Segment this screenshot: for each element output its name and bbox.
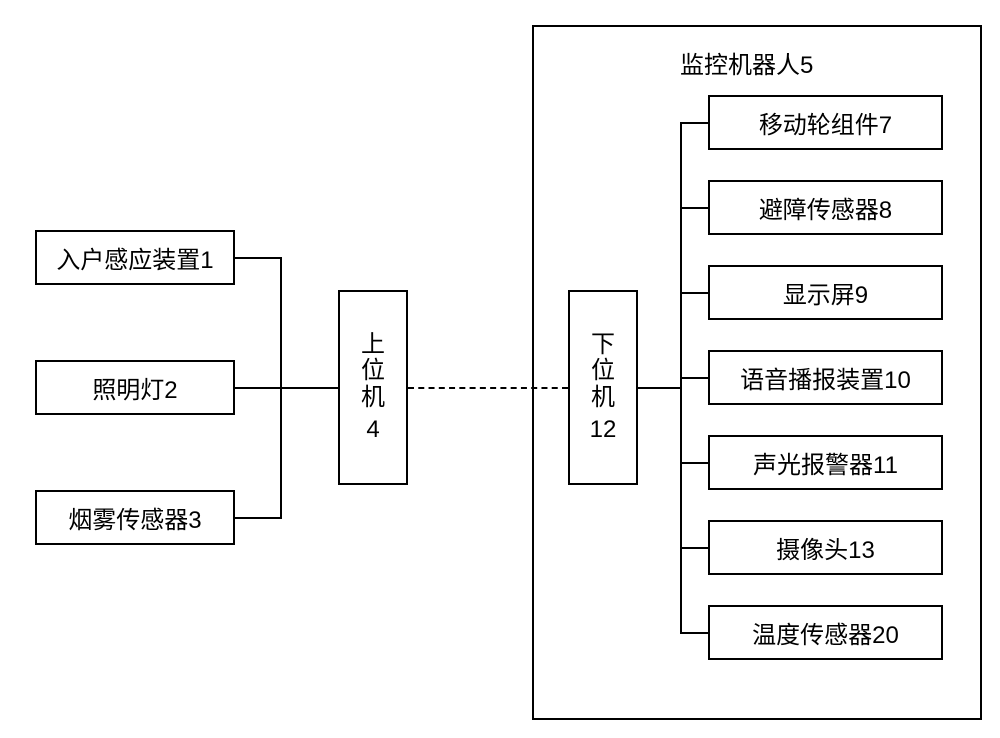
right-node-7: 温度传感器20 [708,605,943,660]
conn-bus-to-upper [280,387,338,389]
left-node-1-label: 入户感应装置1 [56,240,213,275]
lower-machine-char3: 机 [591,385,615,411]
conn-lower-to-bus [638,387,680,389]
right-node-4: 语音播报装置10 [708,350,943,405]
right-node-4-label: 语音播报装置10 [740,360,911,395]
conn-upper-lower-dashed [408,387,568,389]
lower-machine-char2: 位 [591,358,615,384]
right-node-2-label: 避障传感器8 [759,190,892,225]
right-node-7-label: 温度传感器20 [752,615,899,650]
right-node-2: 避障传感器8 [708,180,943,235]
left-node-2: 照明灯2 [35,360,235,415]
right-node-3: 显示屏9 [708,265,943,320]
upper-machine-char3: 机 [361,385,385,411]
conn-left3-stub [235,517,280,519]
left-node-1: 入户感应装置1 [35,230,235,285]
left-node-3-label: 烟雾传感器3 [68,500,201,535]
right-node-1: 移动轮组件7 [708,95,943,150]
lower-machine-char1: 下 [591,332,615,358]
upper-machine-node: 上 位 机 4 [338,290,408,485]
upper-machine-label-wrap: 上 位 机 4 [361,332,385,444]
robot-container-title: 监控机器人5 [680,45,813,80]
right-node-3-label: 显示屏9 [783,275,868,310]
conn-right4-stub [680,377,708,379]
lower-machine-label-wrap: 下 位 机 12 [590,332,617,444]
right-node-5: 声光报警器11 [708,435,943,490]
conn-right6-stub [680,547,708,549]
right-node-5-label: 声光报警器11 [753,445,898,480]
robot-container-title-text: 监控机器人5 [680,52,813,79]
lower-machine-node: 下 位 机 12 [568,290,638,485]
right-node-6-label: 摄像头13 [776,530,875,565]
conn-right1-stub [680,122,708,124]
upper-machine-char2: 位 [361,358,385,384]
conn-right2-stub [680,207,708,209]
conn-right7-stub [680,632,708,634]
conn-right5-stub [680,462,708,464]
lower-machine-number: 12 [590,417,617,443]
left-node-3: 烟雾传感器3 [35,490,235,545]
left-node-2-label: 照明灯2 [92,370,177,405]
upper-machine-char1: 上 [361,332,385,358]
conn-left1-stub [235,257,280,259]
right-node-6: 摄像头13 [708,520,943,575]
right-node-1-label: 移动轮组件7 [759,105,892,140]
upper-machine-number: 4 [366,417,379,443]
conn-left2-stub [235,387,280,389]
conn-right3-stub [680,292,708,294]
